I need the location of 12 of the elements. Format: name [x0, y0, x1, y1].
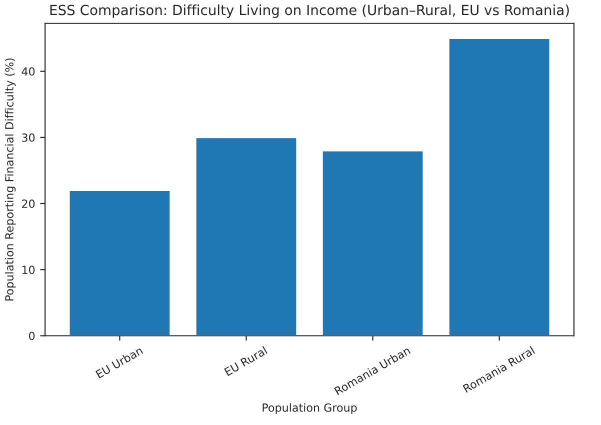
x-axis-title: Population Group — [262, 403, 357, 414]
y-tick-label: 20 — [22, 200, 35, 208]
y-tick-label: 40 — [22, 67, 35, 76]
y-tick-label: 10 — [22, 266, 35, 274]
bar — [194, 136, 298, 336]
y-tick-label: 0 — [29, 332, 35, 340]
y-axis-title: Population Reporting Financial Difficulty (%) — [4, 58, 16, 301]
bar — [68, 190, 172, 336]
bar — [321, 150, 424, 336]
chart-title: ESS Comparison: Difficulty Living on Income (Urban–Rural, EU vs Romania) — [50, 4, 569, 18]
bar — [448, 38, 551, 336]
y-tick-label: 30 — [22, 133, 35, 142]
